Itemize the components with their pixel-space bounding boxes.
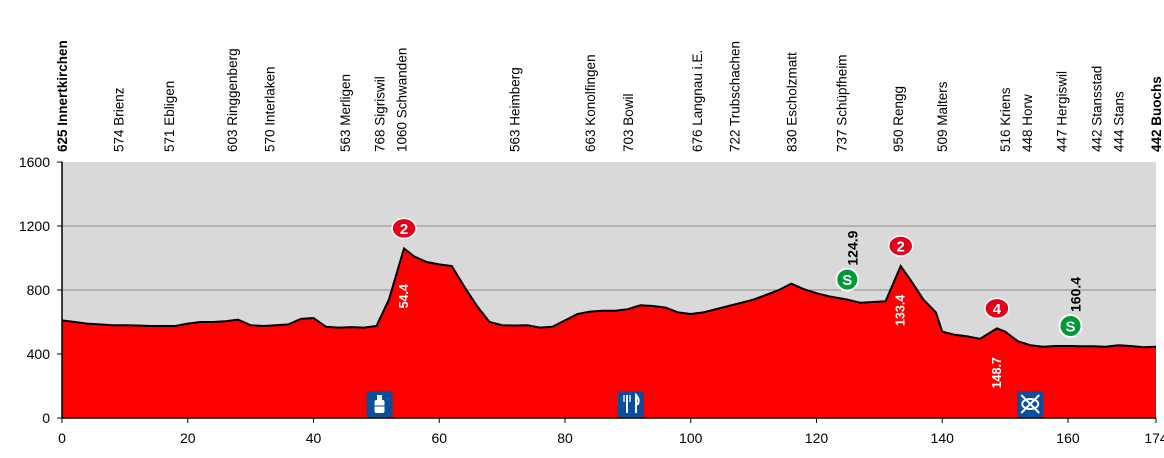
location-label: 625 Innertkirchen	[55, 40, 70, 152]
no-feed-zone-icon	[1017, 391, 1044, 417]
x-tick-label: 174	[1144, 430, 1164, 446]
location-label: 442 Stansstad	[1089, 66, 1104, 152]
location-label: 563 Heimberg	[508, 67, 523, 152]
climb-km-label: 148.7	[990, 357, 1004, 388]
location-label: 509 Malters	[935, 81, 950, 152]
sprint-marker: S 124.9	[835, 230, 860, 292]
location-label: 447 Hergiswil	[1055, 71, 1070, 152]
location-label: 950 Rengg	[891, 86, 906, 152]
x-tick-label: 80	[557, 430, 573, 446]
location-labels: 625 Innertkirchen 574 Brienz 571 Ebligen 60…	[55, 40, 1164, 152]
climb-badge	[391, 217, 417, 240]
climb-badge	[887, 235, 914, 257]
sprint-symbol: S	[842, 272, 852, 289]
y-tick-label: 1600	[19, 154, 50, 170]
climb-marker: 254.4	[391, 217, 417, 308]
elevation-area	[62, 248, 1156, 418]
y-tick-label: 1200	[19, 218, 50, 234]
location-label: 676 Langnau i.E.	[690, 50, 705, 152]
feed-zone-icon	[618, 391, 645, 417]
y-axis-ticks: 0 400 800 1200 1600	[19, 154, 62, 426]
location-label: 703 Bowil	[621, 93, 636, 152]
y-tick-label: 0	[42, 410, 50, 426]
climb-badge	[984, 297, 1010, 320]
location-label: 570 Interlaken	[262, 66, 277, 152]
x-tick-label: 20	[180, 430, 196, 446]
location-label: 448 Horw	[1020, 94, 1035, 152]
location-label: 574 Brienz	[112, 87, 127, 152]
climb-marker: 2 133.4	[887, 235, 914, 326]
sprint-symbol: S	[1065, 319, 1075, 336]
location-label: 516 Kriens	[998, 87, 1013, 152]
location-label: 571 Ebligen	[162, 81, 177, 152]
water-bottle-icon	[366, 391, 393, 417]
location-label: 663 Konolfingen	[583, 54, 598, 152]
x-axis-ticks: 0 20 40 60 80 100 120 140 160 174	[58, 418, 1164, 446]
sprint-marker: S 160.4	[1058, 277, 1083, 338]
y-tick-label: 800	[27, 282, 51, 298]
climb-category: 4	[993, 301, 1002, 318]
climb-category: 2	[897, 239, 905, 256]
x-tick-label: 100	[679, 430, 703, 446]
location-label: 737 Schüpfheim	[835, 54, 850, 152]
x-tick-label: 160	[1056, 430, 1080, 446]
climb-marker: 4 148.7	[984, 297, 1010, 388]
location-label: 722 Trubschachen	[728, 41, 743, 152]
x-tick-label: 60	[431, 430, 447, 446]
x-tick-label: 140	[931, 430, 955, 446]
x-tick-label: 40	[306, 430, 322, 446]
sprint-km-label: 124.9	[844, 230, 860, 265]
climb-km-label: 133.4	[894, 295, 908, 326]
location-label: 768 Sigriswil	[373, 76, 388, 152]
y-tick-label: 400	[27, 346, 51, 362]
sprint-badge	[1058, 314, 1083, 338]
location-label: 442 Buochs	[1149, 76, 1164, 152]
x-tick-label: 0	[58, 430, 66, 446]
location-label: 563 Merligen	[338, 74, 353, 152]
sprint-badge	[835, 267, 860, 292]
climb-km-label: 54.4	[397, 284, 411, 308]
elevation-line	[61, 246, 1157, 349]
location-label: 830 Escholzmatt	[784, 52, 799, 152]
location-label: 603 Ringgenberg	[225, 48, 240, 152]
location-label: 444 Stans	[1111, 91, 1126, 152]
sprint-km-label: 160.4	[1067, 277, 1083, 312]
x-tick-label: 120	[805, 430, 829, 446]
location-label: 1060 Schwanden	[395, 48, 410, 152]
climb-category: 2	[400, 221, 408, 238]
